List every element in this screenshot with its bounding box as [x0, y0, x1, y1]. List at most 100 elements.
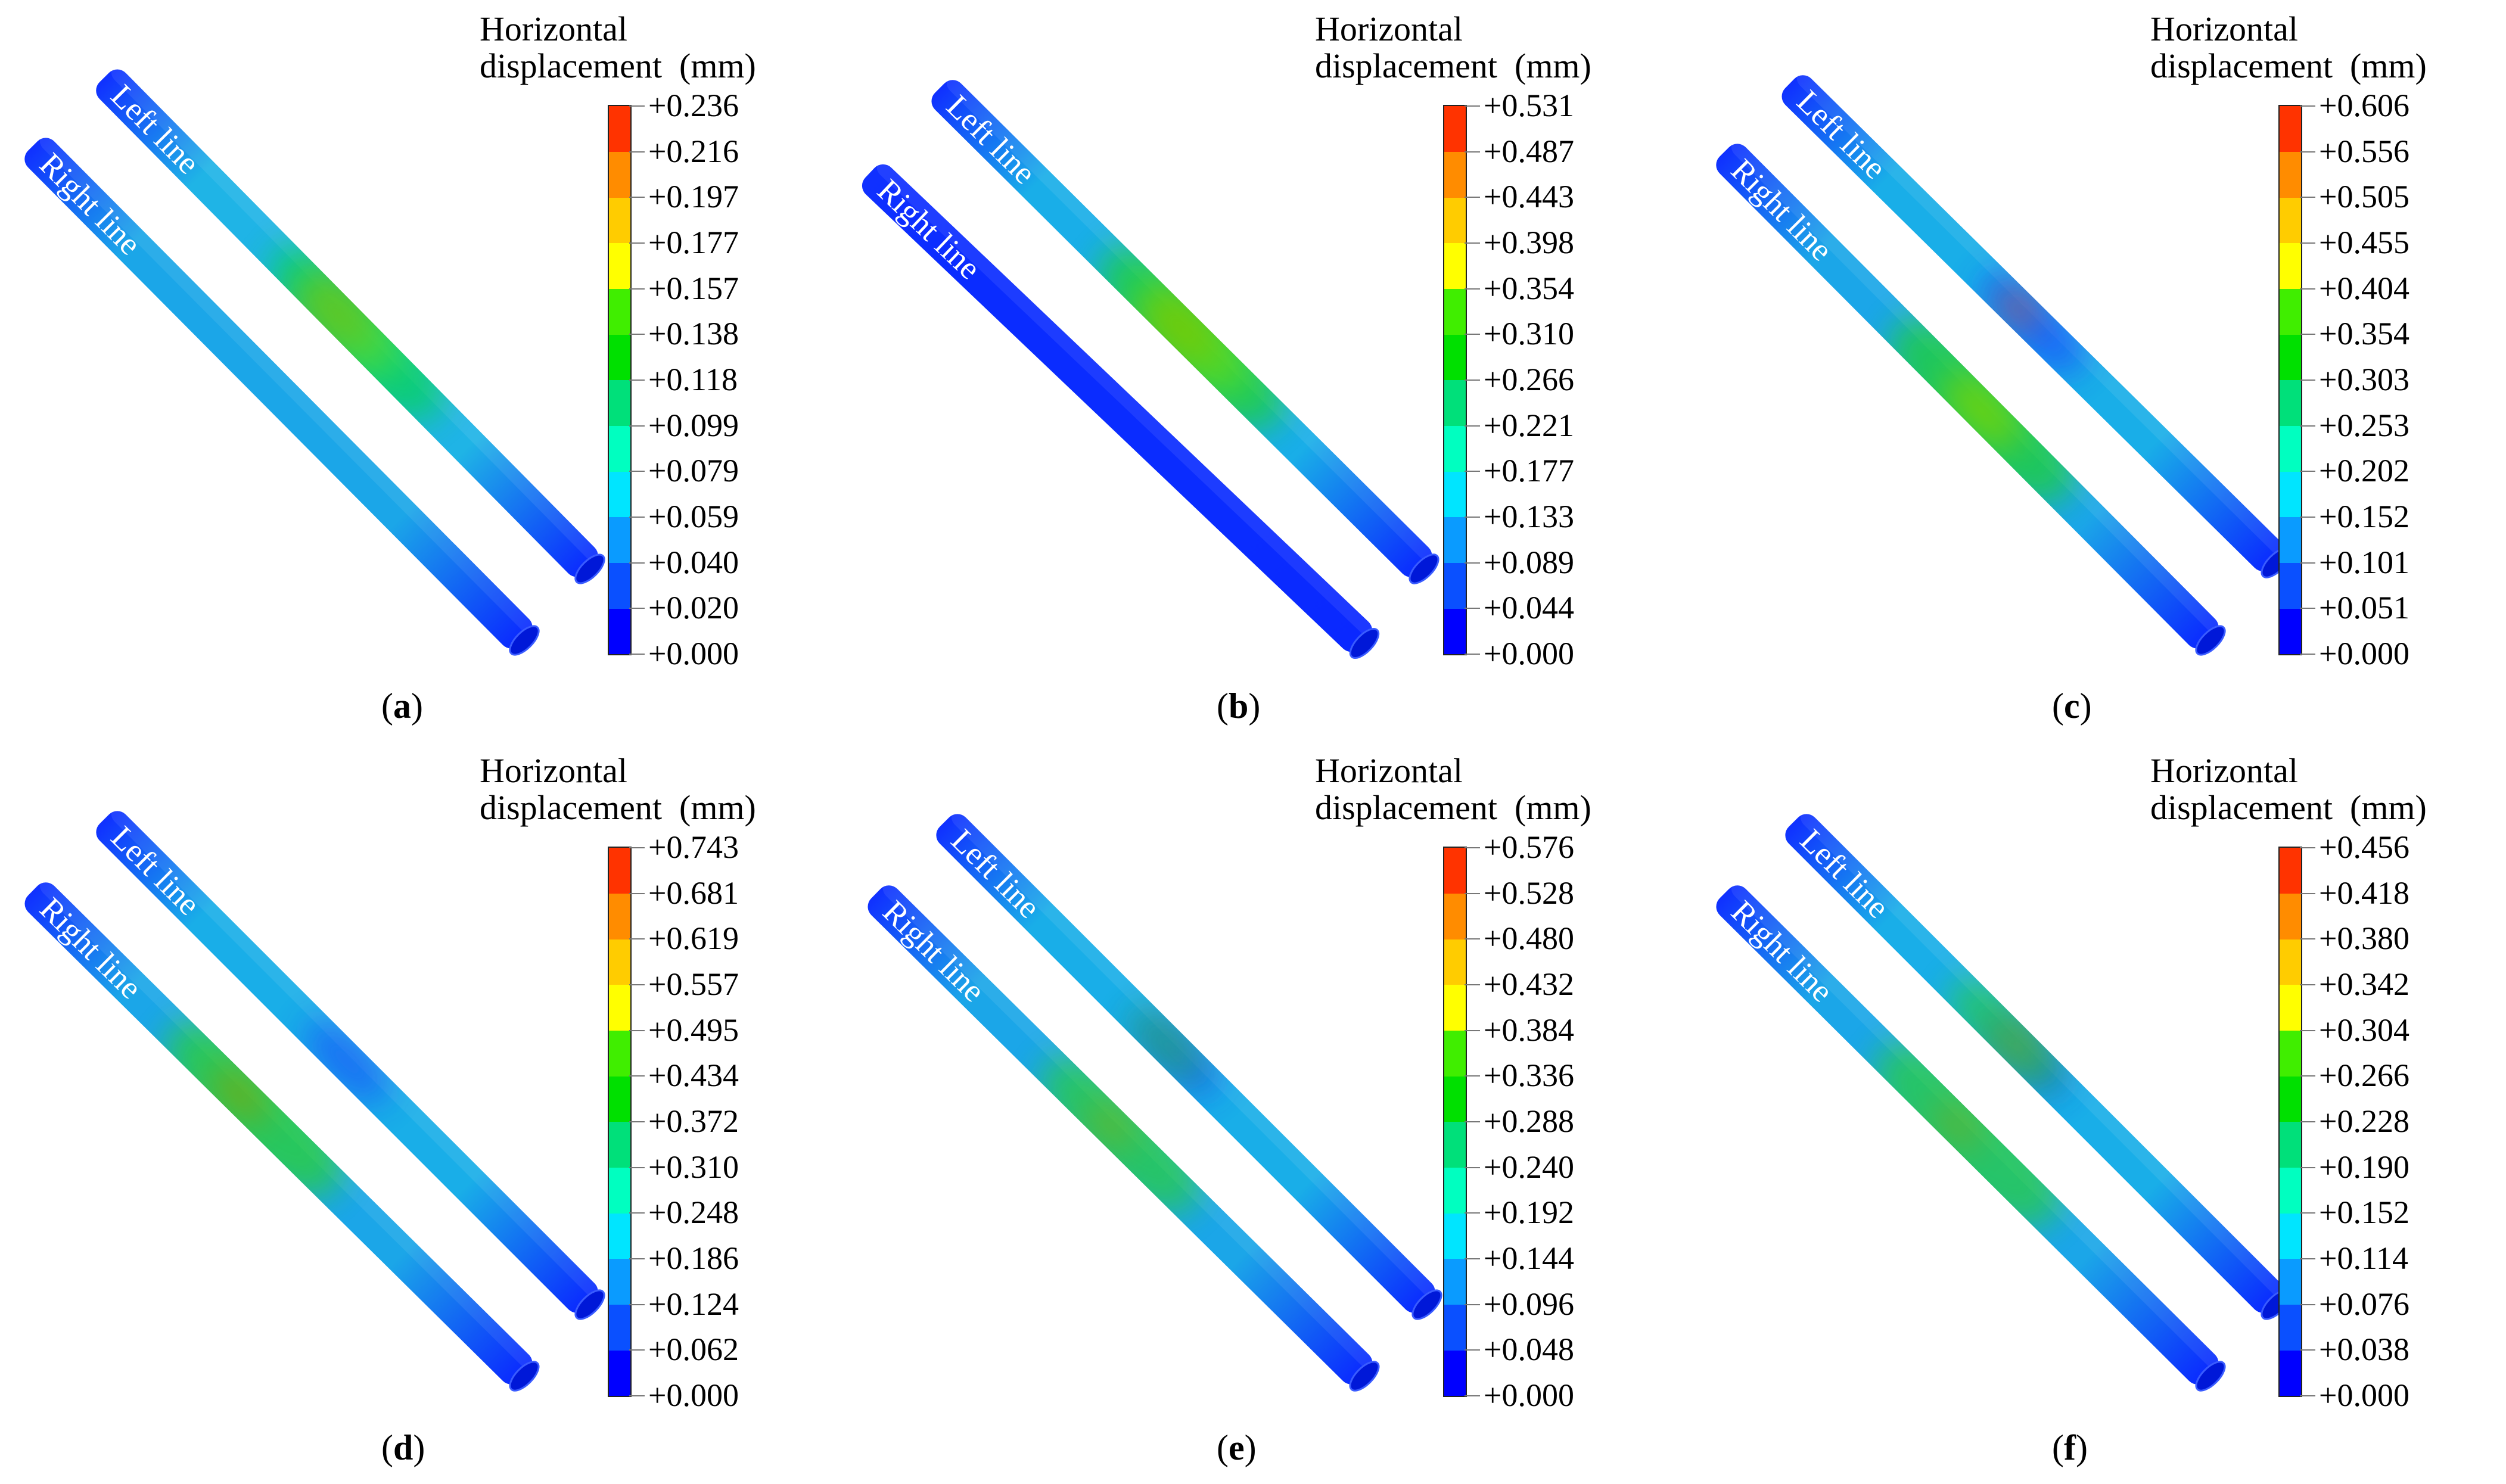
color-scale-segment [609, 848, 630, 894]
legend-tick-mark [1465, 654, 1480, 655]
legend-tick-label: +0.556 [2319, 133, 2409, 169]
legend-tick-mark [2300, 288, 2315, 290]
legend-tick-mark [629, 938, 645, 940]
legend-tick-label: +0.354 [1484, 270, 1574, 306]
legend-tick-mark [1465, 1212, 1480, 1214]
legend-tick-label: +0.144 [1484, 1240, 1574, 1276]
legend-tick-label: +0.681 [648, 875, 739, 911]
legend-tick-label: +0.202 [2319, 453, 2409, 489]
caption-open-paren: ( [1217, 686, 1229, 726]
color-scale-segment [609, 197, 630, 244]
caption-letter: a [393, 686, 411, 726]
legend-tick-label: +0.101 [2319, 544, 2409, 580]
color-scale-segment [609, 1030, 630, 1077]
color-scale-segment [2280, 471, 2301, 518]
color-scale-segment [2280, 106, 2301, 153]
color-scale-segment [1444, 1350, 1466, 1396]
color-scale-segment [609, 425, 630, 472]
legend-tick-mark [2300, 1029, 2315, 1031]
legend-tick-mark [2300, 471, 2315, 472]
color-scale-segment [609, 151, 630, 198]
color-scale-segment [2280, 1030, 2301, 1077]
caption-close-paren: ) [411, 686, 423, 726]
legend-tick-mark [629, 1166, 645, 1168]
caption-open-paren: ( [1217, 1428, 1229, 1467]
color-scale-segment [609, 471, 630, 518]
legend-tick-mark [629, 334, 645, 335]
legend-tick-mark [1465, 1303, 1480, 1305]
legend-tick-label: +0.138 [648, 316, 739, 352]
legend-tick-mark [629, 517, 645, 518]
legend-tick-label: +0.079 [648, 453, 739, 489]
caption-open-paren: ( [2052, 1428, 2064, 1467]
legend-title-line2: displacement (mm) [2150, 788, 2427, 827]
legend-tick-mark [1465, 938, 1480, 940]
caption-letter: e [1228, 1428, 1245, 1467]
legend-tick-label: +0.253 [2319, 407, 2409, 443]
color-scale-segment [2280, 939, 2301, 985]
color-scale-segment [609, 1076, 630, 1122]
legend-tick-label: +0.228 [2319, 1103, 2409, 1139]
legend-tick-label: +0.384 [1484, 1012, 1574, 1048]
color-scale-segment [1444, 985, 1466, 1031]
legend-tick-mark [2300, 334, 2315, 335]
legend-tick-label: +0.495 [648, 1012, 739, 1048]
legend-tick-label: +0.000 [1484, 636, 1574, 671]
legend-tick-label: +0.443 [1484, 179, 1574, 215]
legend-tick-mark [629, 197, 645, 198]
legend-tick-label: +0.076 [2319, 1286, 2409, 1322]
legend-tick-mark [2300, 892, 2315, 894]
legend-tick-mark [629, 105, 645, 107]
legend-tick-mark [629, 471, 645, 472]
legend-tick-label: +0.619 [648, 920, 739, 957]
color-scale-segment [1444, 1259, 1466, 1305]
legend-title-line2: displacement (mm) [480, 46, 756, 85]
panel-e: Right line Left line Horizontal displacemen… [835, 742, 1671, 1483]
color-scale-segment [2280, 151, 2301, 198]
left-line-pipe-label: Left line [1793, 822, 1896, 925]
legend-title-line1: Horizontal [2150, 10, 2299, 48]
legend-tick-mark [1465, 151, 1480, 153]
legend-tick-label: +0.192 [1484, 1194, 1574, 1231]
legend-tick-mark [2300, 379, 2315, 381]
right-line-pipe: Right line [24, 136, 540, 656]
legend-tick-label: +0.236 [648, 88, 739, 123]
legend-tick-label: +0.051 [2319, 590, 2409, 626]
legend-tick-label: +0.557 [648, 966, 739, 1002]
legend-title-line1: Horizontal [480, 751, 628, 790]
legend-tick-mark [1465, 847, 1480, 848]
color-scale-segment [2280, 608, 2301, 655]
legend-tick-label: +0.266 [1484, 362, 1574, 397]
color-scale-bar [608, 105, 632, 655]
legend-tick-mark [1465, 562, 1480, 564]
legend-tick-mark [2300, 517, 2315, 518]
color-scale-segment [1444, 380, 1466, 427]
legend-tick-label: +0.432 [1484, 966, 1574, 1002]
color-scale-segment [2280, 1304, 2301, 1351]
legend-tick-label: +0.398 [1484, 225, 1574, 260]
legend-tick-label: +0.062 [648, 1331, 739, 1368]
legend-tick-mark [2300, 1303, 2315, 1305]
legend-tick-mark [2300, 1166, 2315, 1168]
legend-tick-mark [1465, 471, 1480, 472]
legend-tick-label: +0.248 [648, 1194, 739, 1231]
right-line-pipe: Right line [862, 162, 1380, 659]
color-scale-segment [609, 562, 630, 609]
legend-tick-mark [1465, 608, 1480, 609]
legend-title-line1: Horizontal [1315, 10, 1463, 48]
color-scale-bar [2278, 105, 2302, 655]
legend-tick-label: +0.197 [648, 179, 739, 215]
legend-tick-label: +0.000 [648, 1377, 739, 1413]
legend-tick-mark [2300, 847, 2315, 848]
caption-open-paren: ( [381, 686, 393, 726]
legend-tick-mark [629, 654, 645, 655]
legend-tick-label: +0.310 [648, 1149, 739, 1185]
legend-tick-label: +0.221 [1484, 407, 1574, 443]
legend-tick-label: +0.059 [648, 499, 739, 534]
color-scale-segment [2280, 848, 2301, 894]
legend-tick-mark [2300, 425, 2315, 427]
left-line-pipe-label: Left line [944, 822, 1047, 925]
legend-tick-mark [629, 608, 645, 609]
legend-tick-mark [2300, 1212, 2315, 1214]
